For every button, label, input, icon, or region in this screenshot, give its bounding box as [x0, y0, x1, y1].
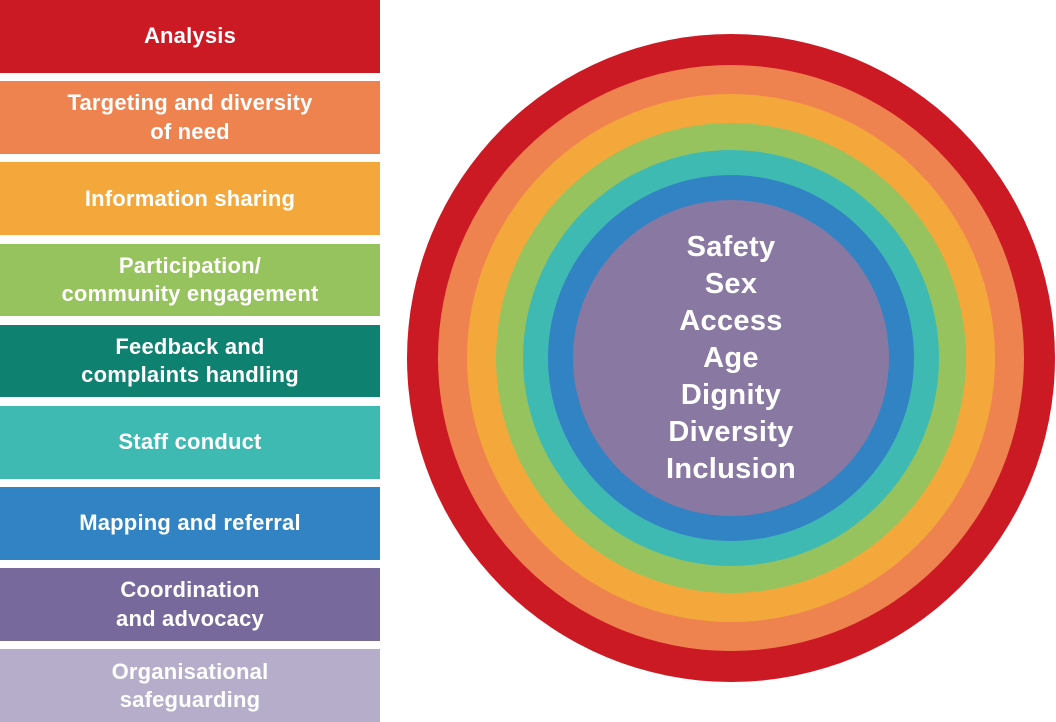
ring-staff-conduct: Safety Sex Access Age Dignity Diversity …: [523, 150, 939, 566]
legend-label: Analysis: [143, 23, 237, 49]
ring-analysis: Safety Sex Access Age Dignity Diversity …: [407, 34, 1055, 682]
center-word-age: Age: [703, 341, 759, 374]
center-word-diversity: Diversity: [668, 415, 794, 448]
legend-item-targeting-diversity: Targeting and diversity of need: [0, 81, 380, 154]
ring-information-sharing: Safety Sex Access Age Dignity Diversity …: [467, 94, 995, 622]
legend-column: Analysis Targeting and diversity of need…: [0, 0, 380, 722]
ring-targeting-diversity: Safety Sex Access Age Dignity Diversity …: [438, 65, 1024, 651]
legend-label: Organisational safeguarding: [111, 658, 269, 712]
wheel-center-circle: Safety Sex Access Age Dignity Diversity …: [573, 200, 889, 516]
legend-item-organisational-safeguarding: Organisational safeguarding: [0, 649, 380, 722]
legend-item-coordination-advocacy: Coordination and advocacy: [0, 568, 380, 641]
legend-label: Targeting and diversity of need: [67, 90, 313, 144]
wheel: Safety Sex Access Age Dignity Diversity …: [407, 34, 1055, 682]
center-word-safety: Safety: [686, 230, 776, 263]
legend-label: Participation/ community engagement: [61, 252, 319, 306]
legend-item-mapping-referral: Mapping and referral: [0, 487, 380, 560]
legend-label: Mapping and referral: [79, 510, 301, 536]
wheel-center-text: Safety Sex Access Age Dignity Diversity …: [666, 229, 796, 488]
legend-label: Coordination and advocacy: [116, 577, 264, 631]
center-word-access: Access: [679, 304, 783, 337]
legend-label: Information sharing: [84, 185, 296, 211]
legend-item-staff-conduct: Staff conduct: [0, 405, 380, 479]
ring-mapping-referral: Safety Sex Access Age Dignity Diversity …: [548, 175, 914, 541]
legend-item-information-sharing: Information sharing: [0, 162, 380, 236]
ring-participation: Safety Sex Access Age Dignity Diversity …: [496, 123, 966, 593]
legend-item-participation: Participation/ community engagement: [0, 243, 380, 317]
legend-label: Feedback and complaints handling: [81, 333, 299, 388]
legend-item-analysis: Analysis: [0, 0, 380, 73]
legend-item-feedback-complaints: Feedback and complaints handling: [0, 324, 380, 398]
legend-label: Staff conduct: [118, 429, 262, 455]
center-word-dignity: Dignity: [680, 378, 782, 411]
center-word-inclusion: Inclusion: [666, 452, 796, 485]
center-word-sex: Sex: [704, 267, 758, 300]
